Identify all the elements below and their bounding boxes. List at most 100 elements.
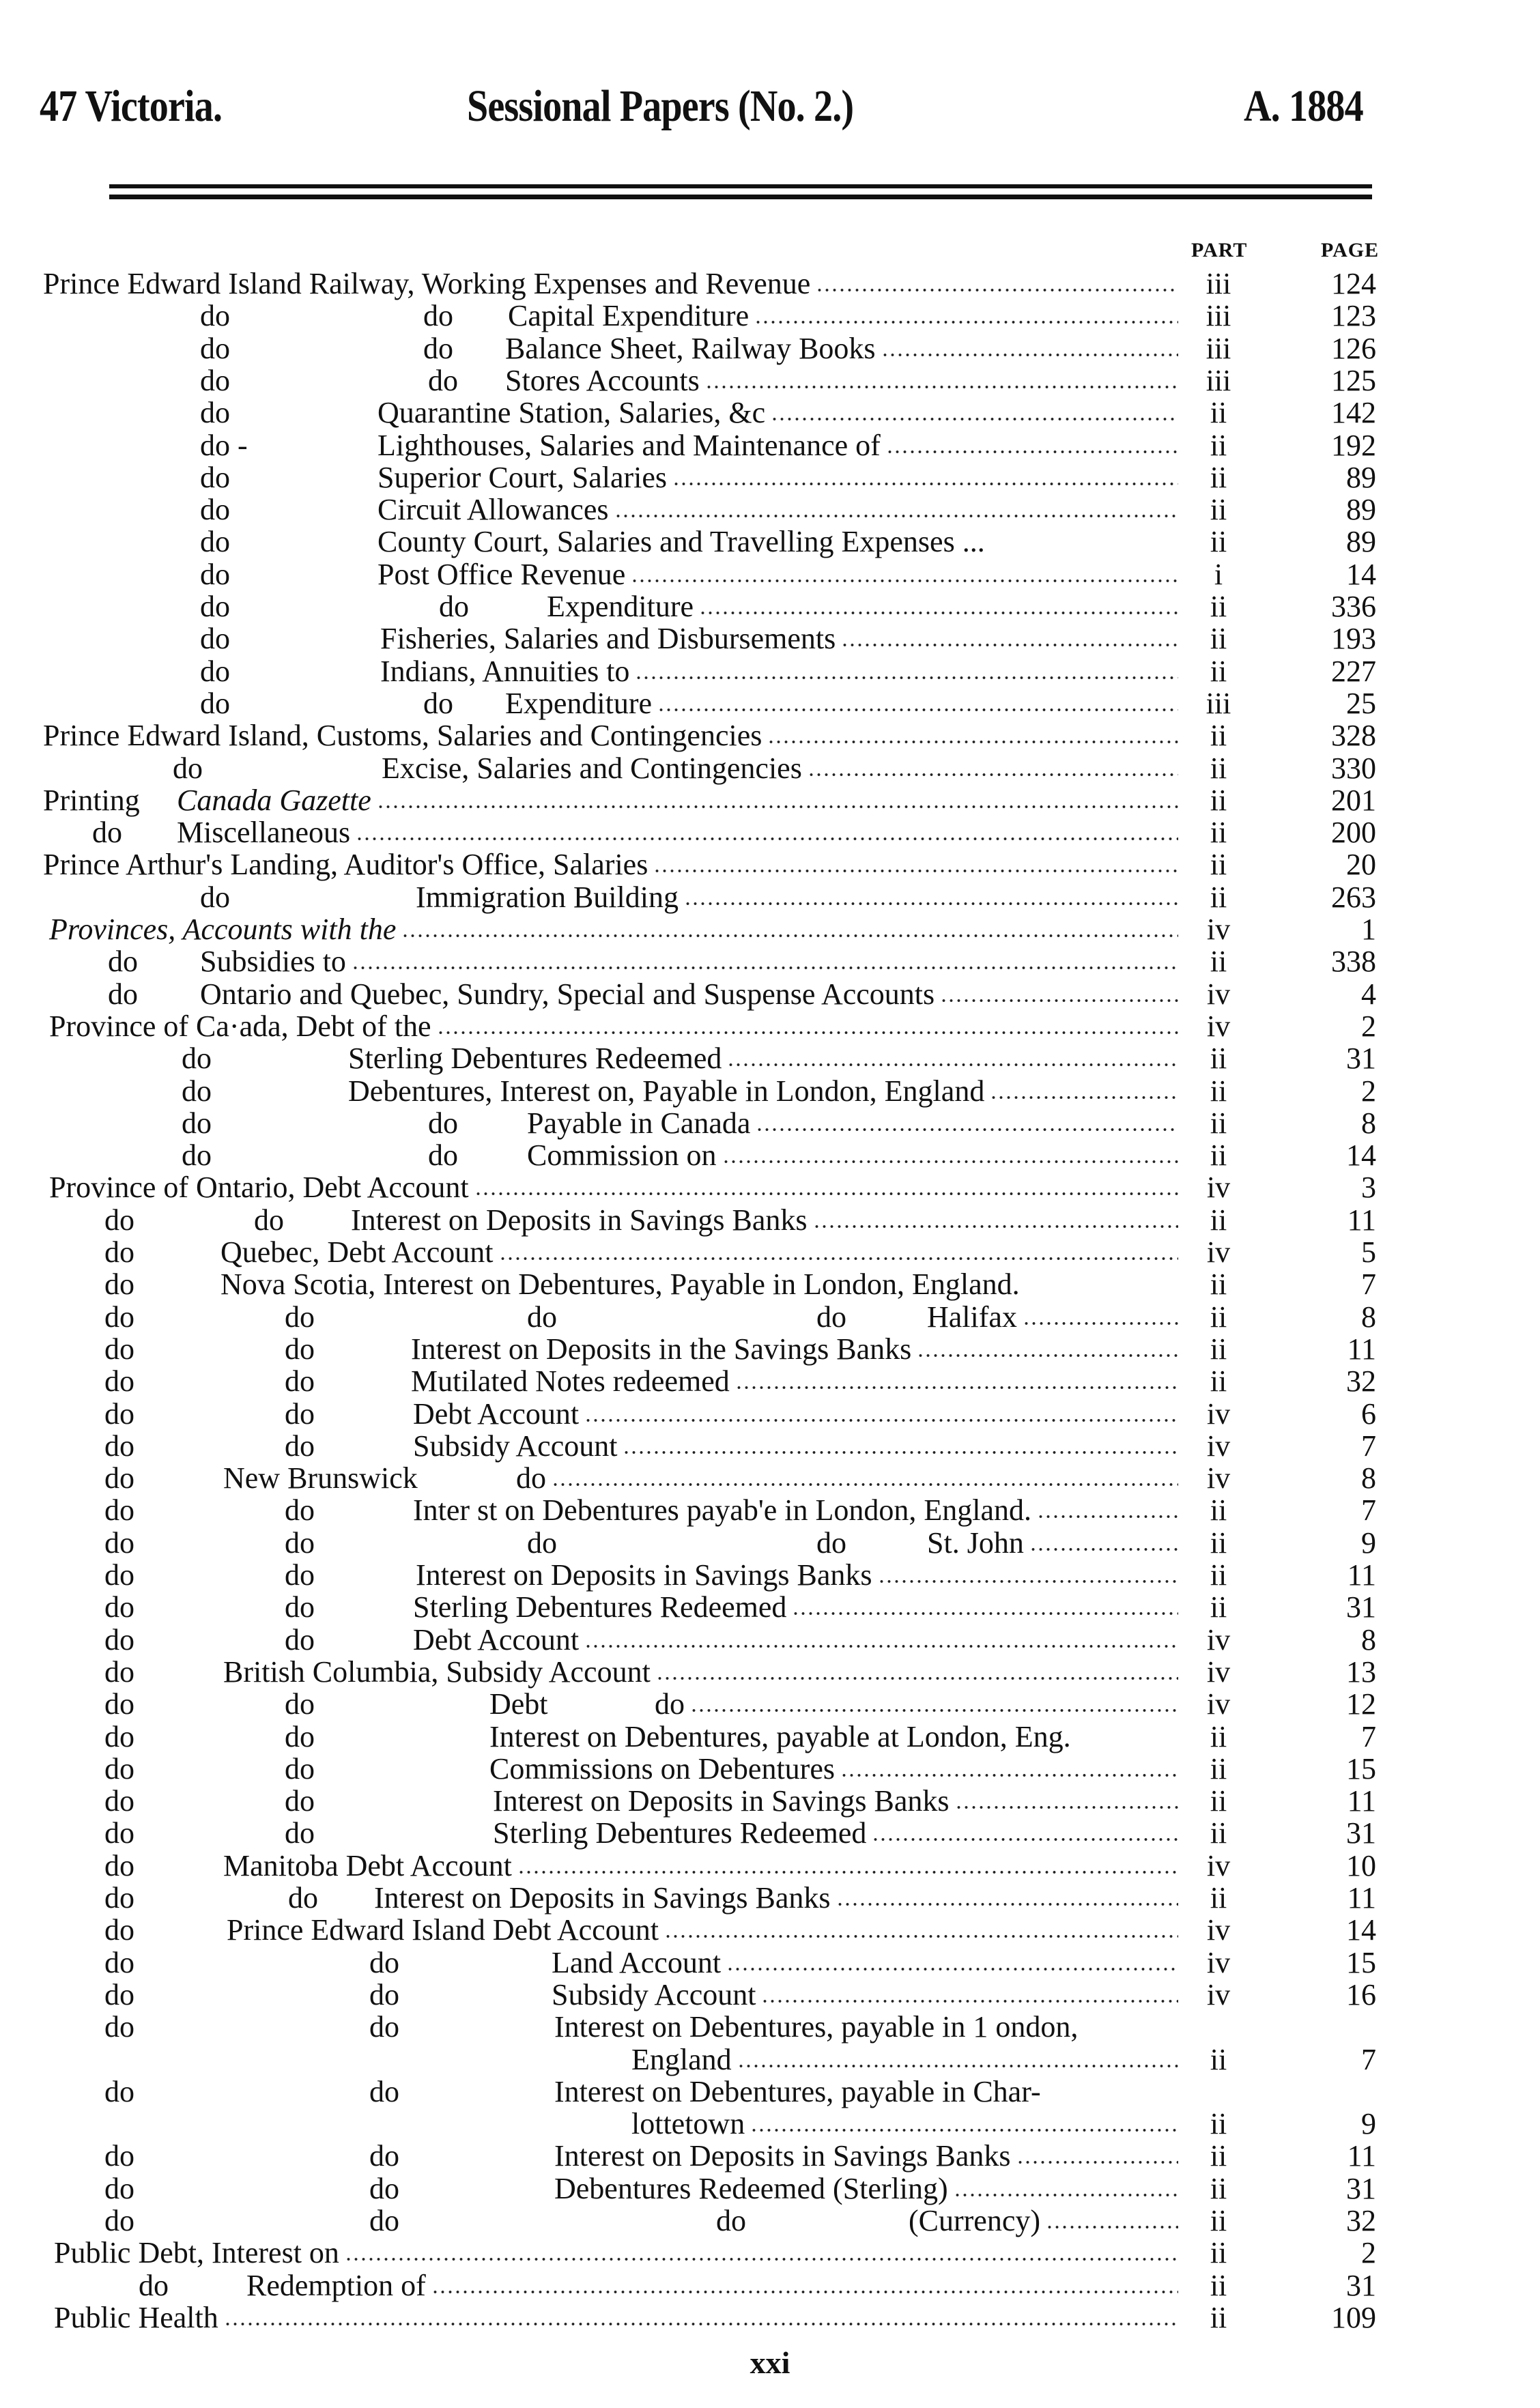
entry-text-value: do [92, 816, 122, 850]
ditto-mark: do [285, 1430, 315, 1462]
year-label: A. 1884 [1244, 81, 1364, 131]
entry-text-value: Sterling Debentures Redeemed [348, 1042, 722, 1076]
page-number-ref: 4 [1361, 977, 1376, 1011]
index-entry: Prince Edward Island, Customs, Salaries … [0, 719, 1540, 751]
page-number-ref: 193 [1331, 622, 1376, 656]
entry-text-value: do [816, 1300, 846, 1334]
index-entry: do Immigration Building ii 263 [0, 881, 1540, 913]
ditto-mark: do [104, 1462, 134, 1494]
dot-leader [623, 1450, 1178, 1454]
page-number-ref: 201 [1331, 783, 1376, 817]
part-number: ii [1210, 783, 1227, 817]
ditto-mark: do [369, 2205, 399, 2237]
dot-leader [816, 288, 1178, 292]
index-entry: do do Interest on Debentures, payable in 1… [0, 2011, 1540, 2043]
ditto-mark: do [200, 397, 230, 429]
entry-text: County Court, Salaries and Travelling Ex… [377, 526, 1178, 558]
index-entry: do Subsidies to ii 338 [0, 945, 1540, 977]
entry-text-value: Stores Accounts [505, 363, 700, 397]
entry-text: Prince Edward Island Debt Account [227, 1914, 1178, 1946]
dot-leader [792, 1611, 1178, 1616]
entry-text-value: do [104, 2074, 134, 2108]
entry-text-value: Post Office Revenue [377, 557, 626, 591]
dot-leader [1037, 1515, 1178, 1519]
part-number: ii [1210, 2268, 1227, 2302]
ditto-mark: do [285, 1494, 315, 1526]
index-entry: do do Balance Sheet, Railway Books iii 126 [0, 332, 1540, 364]
entry-text-value: do [285, 1493, 315, 1528]
index-entry: do Miscellaneous ii 200 [0, 816, 1540, 848]
dot-leader [841, 643, 1178, 648]
entry-text-value: Ontario and Quebec, Sundry, Special and … [200, 977, 935, 1011]
ditto-mark: do [104, 1688, 134, 1720]
dot-leader [614, 514, 1178, 519]
ditto-mark: do [104, 1721, 134, 1753]
index-entry: do Post Office Revenue i 14 [0, 558, 1540, 590]
dot-leader [872, 1837, 1178, 1842]
ditto-mark: do [285, 1624, 315, 1656]
part-number: iii [1206, 331, 1231, 365]
page-number-ref: 227 [1331, 654, 1376, 688]
index-entry: do do Commissions on Debentures ii 15 [0, 1753, 1540, 1785]
entry-text-value: do [104, 2010, 134, 2044]
part-number: ii [1210, 2139, 1227, 2173]
entry-text-value: Prince Edward Island Railway, Working Ex… [43, 267, 811, 300]
part-number: ii [1210, 622, 1227, 656]
ditto-mark: do [104, 2205, 134, 2237]
ditto-mark: do [104, 1365, 134, 1397]
entry-text: Superior Court, Salaries [377, 461, 1178, 493]
entry-text-value: do [104, 1945, 134, 1979]
page-number-ref: 15 [1346, 1945, 1376, 1979]
entry-text: Interest on Debentures, payable in Char- [554, 2076, 1041, 2108]
entry-text-value: Expenditure [547, 590, 694, 623]
ditto-mark: do [369, 1979, 399, 2011]
ditto-mark: do [285, 1817, 315, 1849]
entry-text: Province of Ca·ada, Debt of the [49, 1010, 1178, 1042]
ditto-mark: do [254, 1204, 284, 1236]
part-number: iii [1206, 267, 1231, 300]
entry-text-value: Indians, Annuities to [380, 654, 630, 688]
entry-text: Interest on Deposits in Savings Banks [554, 2140, 1178, 2172]
entry-text-value: do [182, 1106, 212, 1140]
entry-text: Lighthouses, Salaries and Maintenance of [377, 429, 1178, 461]
entry-text-value: do [369, 2010, 399, 2044]
dot-leader [631, 578, 1178, 583]
entry-text-value: do [104, 2139, 134, 2173]
dot-leader [376, 804, 1178, 809]
page-number-ref: 7 [1361, 1719, 1376, 1753]
entry-text-value: Debentures Redeemed (Sterling) [554, 2171, 948, 2205]
page-number-ref: 2 [1361, 2236, 1376, 2270]
page-number-ref: 142 [1331, 396, 1376, 430]
ditto-mark: do [200, 493, 230, 526]
dot-leader [401, 934, 1178, 938]
part-number: ii [1210, 2204, 1227, 2237]
entry-text-value: do [428, 1106, 458, 1140]
page-number-ref: 10 [1346, 1848, 1376, 1882]
entry-text-value: do [104, 1590, 134, 1624]
dot-leader [699, 611, 1178, 615]
ditto-mark: do [423, 332, 453, 364]
entry-text-value: do [200, 363, 230, 397]
ditto-mark: do [104, 1591, 134, 1623]
entry-text-value: Subsidy Account [413, 1429, 618, 1463]
entry-text: Excise, Salaries and Contingencies [382, 752, 1178, 784]
entry-text-value: do [104, 1687, 134, 1721]
part-number: ii [1210, 1042, 1227, 1076]
entry-text: Subsidies to [200, 945, 1178, 977]
entry-text: Debentures Redeemed (Sterling) [554, 2173, 1178, 2205]
ditto-mark: do [104, 1236, 134, 1268]
entry-text: Province of Ontario, Debt Account [49, 1171, 1178, 1203]
entry-text: Inter st on Debentures payab'e in London… [413, 1494, 1178, 1526]
dot-leader [584, 1418, 1178, 1422]
entry-text-value: do [104, 1751, 134, 1786]
part-number: ii [1210, 2042, 1227, 2076]
page-number-ref: 25 [1346, 686, 1376, 720]
index-entry: do do Payable in Canada ii 8 [0, 1107, 1540, 1139]
dot-leader [877, 1579, 1178, 1583]
dot-leader [584, 1644, 1178, 1648]
entry-text-value: Balance Sheet, Railway Books [505, 331, 876, 365]
entry-text-value: County Court, Salaries and Travelling Ex… [377, 525, 985, 559]
dot-leader [953, 2192, 1178, 2197]
page-number-ref: 8 [1361, 1622, 1376, 1657]
entry-text: Ontario and Quebec, Sundry, Special and … [200, 978, 1178, 1010]
